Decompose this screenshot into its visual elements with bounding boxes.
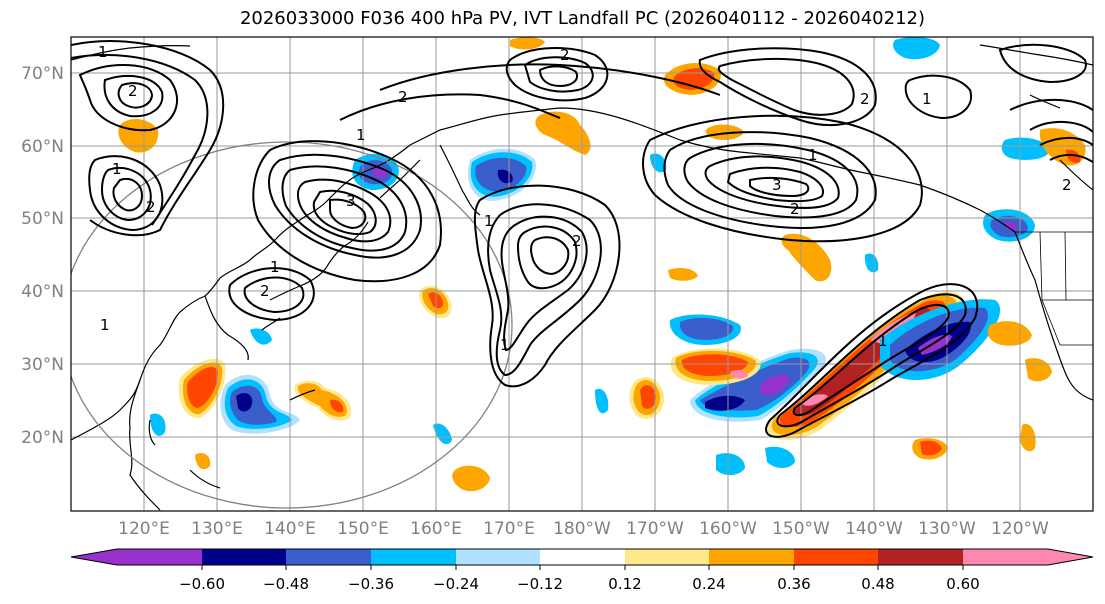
borders — [1015, 231, 1093, 346]
contour-label: 1 — [356, 126, 366, 144]
colorbar: −0.60 −0.48 −0.36 −0.24 −0.12 0.12 0.24 … — [70, 548, 1094, 593]
contour-label: 1 — [98, 43, 108, 61]
lon-label: 130°E — [191, 519, 243, 539]
colorbar-tick-label: −0.36 — [348, 575, 394, 593]
colorbar-segment — [540, 549, 625, 565]
colorbar-tick-label: 0.12 — [608, 575, 641, 593]
contour-label: 2 — [560, 46, 570, 64]
lon-label: 150°E — [337, 519, 389, 539]
colorbar-segment — [794, 549, 878, 565]
contour-label: 2 — [146, 198, 156, 216]
contour-label: 1 — [922, 90, 932, 108]
contour-label: 2 — [260, 282, 270, 300]
contour-label: 3 — [772, 176, 782, 194]
lon-label: 180°W — [553, 519, 611, 539]
longitude-labels: 120°E 130°E 140°E 150°E 160°E 170°E 180°… — [118, 519, 1049, 539]
lon-label: 150°W — [772, 519, 830, 539]
lon-label: 120°E — [118, 519, 170, 539]
colorbar-segment — [117, 549, 202, 565]
colorbar-tick-label: 0.48 — [861, 575, 894, 593]
lon-label: 130°W — [918, 519, 976, 539]
lat-label-30n: 30°N — [21, 355, 64, 375]
colorbar-tick-label: −0.48 — [263, 575, 309, 593]
contour-label: 2 — [398, 88, 408, 106]
colorbar-segment — [202, 549, 286, 565]
colorbar-tick-label: 0.24 — [692, 575, 725, 593]
contour-label: 1 — [878, 332, 888, 350]
lat-label-20n: 20°N — [21, 428, 64, 448]
colorbar-tick-label: 0.36 — [777, 575, 810, 593]
contour-label: 1 — [808, 146, 818, 164]
contour-label: 2 — [572, 232, 582, 250]
contour-label: 2 — [860, 90, 870, 108]
lon-label: 170°E — [483, 519, 535, 539]
colorbar-segment — [709, 549, 794, 565]
lon-label: 160°W — [699, 519, 757, 539]
colorbar-segment — [286, 549, 371, 565]
pv-shading — [118, 37, 1086, 492]
lat-label-70n: 70°N — [21, 64, 64, 84]
contour-label: 1 — [484, 212, 494, 230]
map-title: 2026033000 F036 400 hPa PV, IVT Landfall… — [239, 8, 926, 29]
latitude-labels: 70°N 60°N 50°N 40°N 30°N 20°N — [21, 64, 64, 448]
contour-label: 1 — [500, 336, 510, 354]
lon-label: 160°E — [410, 519, 462, 539]
range-circle — [71, 141, 513, 509]
colorbar-segment — [963, 549, 1048, 565]
colorbar-tick-label: 0.60 — [946, 575, 979, 593]
contour-label: 1 — [100, 316, 110, 334]
lat-label-60n: 60°N — [21, 137, 64, 157]
colorbar-tick-label: −0.24 — [433, 575, 479, 593]
colorbar-extend-min — [71, 549, 117, 565]
colorbar-tick-label: −0.60 — [179, 575, 225, 593]
ivt-contours — [71, 40, 1093, 438]
contour-label: 3 — [346, 192, 356, 210]
contour-label: 1 — [112, 160, 122, 178]
lat-label-50n: 50°N — [21, 209, 64, 229]
contour-label: 2 — [790, 200, 800, 218]
contour-label: 2 — [1062, 176, 1072, 194]
lon-label: 120°W — [991, 519, 1049, 539]
contour-label: 1 — [270, 258, 280, 276]
colorbar-tick-label: −0.12 — [517, 575, 563, 593]
contour-label-group: 1 2 1 2 3 1 2 1 2 1 2 1 2 3 2 1 2 1 1 1 … — [98, 43, 1072, 354]
lon-label: 140°E — [264, 519, 316, 539]
lon-label: 170°W — [626, 519, 684, 539]
colorbar-segment — [371, 549, 456, 565]
contour-label: 2 — [128, 82, 138, 100]
map-frame — [70, 36, 1094, 512]
colorbar-segment — [456, 549, 540, 565]
colorbar-segment — [878, 549, 963, 565]
colorbar-outline — [70, 548, 1094, 566]
lat-label-40n: 40°N — [21, 282, 64, 302]
lon-label: 140°W — [845, 519, 903, 539]
colorbar-segment — [625, 549, 709, 565]
colorbar-extend-max — [1048, 549, 1093, 565]
